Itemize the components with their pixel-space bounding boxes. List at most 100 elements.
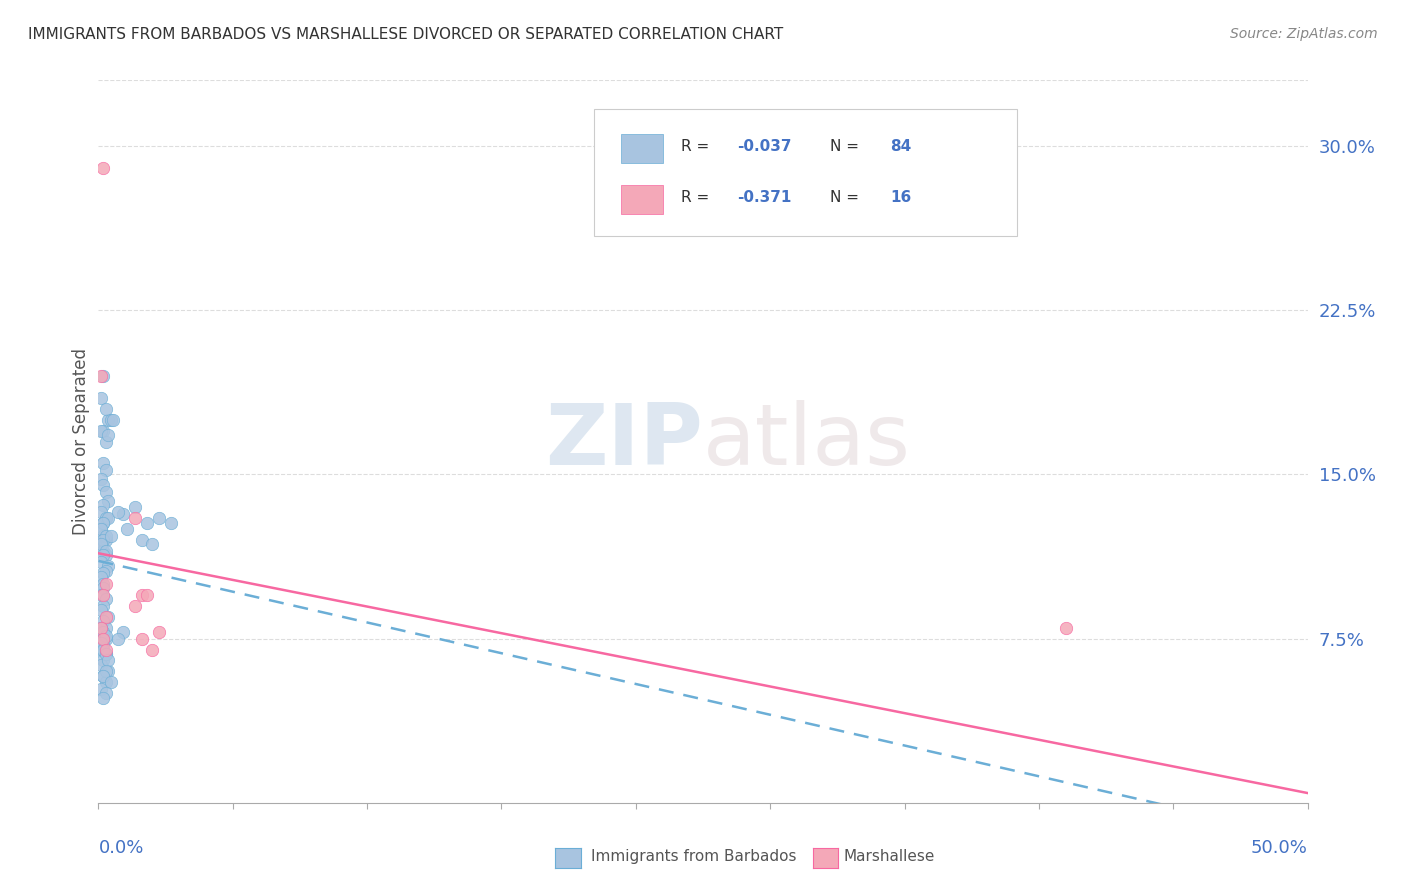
Point bbox=[90, 621, 112, 635]
Point bbox=[90, 537, 112, 551]
Point bbox=[91, 533, 114, 547]
Point bbox=[90, 636, 112, 650]
Point bbox=[90, 657, 112, 672]
Point bbox=[91, 478, 114, 492]
Point bbox=[107, 505, 129, 519]
Text: -0.371: -0.371 bbox=[737, 190, 792, 205]
Point bbox=[91, 424, 114, 438]
Point bbox=[91, 588, 114, 602]
Point bbox=[91, 599, 114, 613]
Text: -0.037: -0.037 bbox=[737, 139, 792, 154]
Point bbox=[148, 625, 170, 640]
Point bbox=[91, 457, 114, 471]
Point bbox=[91, 498, 114, 512]
Point bbox=[91, 632, 114, 646]
Point bbox=[160, 516, 183, 530]
Point bbox=[90, 555, 112, 569]
Point bbox=[90, 625, 112, 640]
Text: Marshallese: Marshallese bbox=[844, 849, 935, 863]
Text: N =: N = bbox=[830, 139, 863, 154]
Point bbox=[91, 669, 114, 683]
Point bbox=[107, 632, 129, 646]
Point bbox=[94, 642, 117, 657]
Point bbox=[94, 665, 117, 679]
Point bbox=[97, 665, 120, 679]
Point bbox=[91, 161, 114, 175]
Point bbox=[91, 544, 114, 558]
Point bbox=[94, 621, 117, 635]
Point bbox=[94, 434, 117, 449]
Point bbox=[97, 412, 120, 426]
Point bbox=[94, 647, 117, 661]
Point bbox=[94, 675, 117, 690]
Text: Immigrants from Barbados: Immigrants from Barbados bbox=[591, 849, 796, 863]
Point bbox=[91, 577, 114, 591]
Point bbox=[135, 516, 157, 530]
Text: 50.0%: 50.0% bbox=[1251, 838, 1308, 857]
Point bbox=[97, 653, 120, 667]
Point bbox=[131, 588, 153, 602]
Point bbox=[141, 642, 163, 657]
Point bbox=[91, 642, 114, 657]
Point bbox=[101, 412, 124, 426]
Point bbox=[90, 522, 112, 536]
Text: R =: R = bbox=[682, 190, 714, 205]
Bar bbox=[621, 135, 664, 163]
Point bbox=[94, 629, 117, 643]
Point bbox=[94, 592, 117, 607]
Point bbox=[91, 690, 114, 705]
Point bbox=[124, 599, 146, 613]
Point bbox=[91, 549, 114, 563]
Point bbox=[90, 537, 112, 551]
Point bbox=[90, 570, 112, 584]
Bar bbox=[621, 185, 664, 214]
Point bbox=[90, 368, 112, 383]
Point bbox=[124, 500, 146, 515]
Point bbox=[94, 463, 117, 477]
Point bbox=[97, 511, 120, 525]
Point bbox=[111, 507, 134, 521]
Point bbox=[91, 669, 114, 683]
Text: ZIP: ZIP bbox=[546, 400, 703, 483]
Point bbox=[91, 625, 114, 640]
Point bbox=[94, 647, 117, 661]
Point bbox=[90, 681, 112, 696]
Point bbox=[90, 603, 112, 617]
Point bbox=[97, 559, 120, 574]
Point bbox=[94, 632, 117, 646]
Point bbox=[97, 493, 120, 508]
Text: N =: N = bbox=[830, 190, 863, 205]
Point bbox=[94, 686, 117, 700]
Y-axis label: Divorced or Separated: Divorced or Separated bbox=[72, 348, 90, 535]
Point bbox=[90, 522, 112, 536]
Point bbox=[141, 537, 163, 551]
Text: Source: ZipAtlas.com: Source: ZipAtlas.com bbox=[1230, 27, 1378, 41]
Text: R =: R = bbox=[682, 139, 714, 154]
Text: 16: 16 bbox=[890, 190, 911, 205]
Point bbox=[91, 581, 114, 595]
Text: IMMIGRANTS FROM BARBADOS VS MARSHALLESE DIVORCED OR SEPARATED CORRELATION CHART: IMMIGRANTS FROM BARBADOS VS MARSHALLESE … bbox=[28, 27, 783, 42]
Point bbox=[148, 511, 170, 525]
Point bbox=[131, 533, 153, 547]
Point bbox=[90, 621, 112, 635]
Point bbox=[94, 577, 117, 591]
Point bbox=[135, 588, 157, 602]
Point bbox=[94, 544, 117, 558]
Point bbox=[91, 566, 114, 580]
Point bbox=[90, 391, 112, 405]
Point bbox=[90, 588, 112, 602]
Point bbox=[91, 368, 114, 383]
Point bbox=[1054, 621, 1077, 635]
Point bbox=[91, 614, 114, 628]
Point bbox=[90, 472, 112, 486]
Point bbox=[91, 529, 114, 543]
Point bbox=[94, 564, 117, 578]
Point bbox=[91, 638, 114, 652]
Point bbox=[91, 653, 114, 667]
Point bbox=[91, 629, 114, 643]
Point bbox=[90, 424, 112, 438]
Point bbox=[91, 516, 114, 530]
Point bbox=[124, 511, 146, 525]
FancyBboxPatch shape bbox=[595, 109, 1018, 235]
Text: 84: 84 bbox=[890, 139, 911, 154]
